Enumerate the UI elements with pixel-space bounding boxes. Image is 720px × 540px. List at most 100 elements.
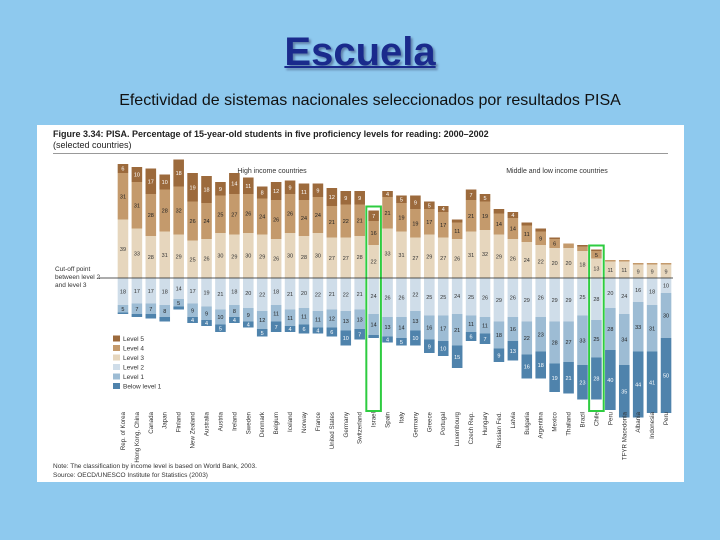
segment-l5-germany (340, 191, 352, 205)
bar-germany: 27 22 9 22 13 10 (340, 191, 352, 346)
x-label-indonesia: Indonesia (649, 411, 656, 438)
value-l4-austria: 25 (217, 212, 223, 218)
value-l3-spain: 33 (384, 251, 390, 257)
value-l1-peru: 30 (663, 314, 669, 320)
cutoff-label-line1: Cut-off point (55, 266, 90, 273)
x-label-switzerland: Switzerland (357, 411, 364, 444)
segment-l5-hungary (479, 194, 491, 202)
segment-l2-czech-rep (465, 278, 477, 316)
segment-l1-tfyr-macedonia (618, 314, 630, 365)
segment-l2-belgium (270, 278, 282, 305)
x-label-brazil: Brazil (579, 412, 586, 427)
segment-l3-canada (145, 236, 157, 278)
segment-l4-argentina (535, 231, 547, 245)
segment-l2-mexico (549, 278, 560, 322)
legend-swatch-level-3 (113, 354, 120, 361)
value-l5-italy: 5 (400, 197, 403, 203)
segment-b1-greece (424, 339, 435, 353)
segment-l4-luxembourg (451, 222, 463, 239)
segment-l5-greece (424, 201, 435, 209)
value-l4-rep-of-korea: 31 (120, 194, 126, 200)
value-b1-thailand: 21 (566, 376, 572, 382)
value-l4-france: 24 (315, 213, 321, 219)
segment-l2-switzerland (354, 278, 365, 310)
bar-rep-of-korea: 39 31 6 18 5 (117, 164, 129, 314)
value-l1-mexico: 28 (552, 341, 558, 347)
bar-czech-rep: 31 21 7 25 11 6 (465, 189, 477, 341)
value-b1-russian-fed: 9 (497, 353, 500, 359)
value-l1-czech-rep: 11 (468, 322, 474, 328)
segment-l1-ireland (229, 305, 240, 317)
segment-l3-belgium (270, 239, 282, 278)
value-b1-united-states: 6 (330, 330, 333, 336)
value-l2-greece: 25 (426, 295, 432, 301)
segment-l2-russian-fed (493, 278, 505, 322)
value-l1-iceland: 11 (287, 316, 293, 322)
segment-l5-italy (396, 195, 407, 203)
segment-l5-israel (368, 210, 379, 221)
bar-ireland: 29 27 14 18 8 4 (229, 173, 240, 324)
segment-l1-portugal (437, 315, 449, 341)
value-l5-canada: 17 (148, 179, 154, 185)
segment-l2-chile (591, 278, 602, 320)
segment-b1-portugal (437, 341, 449, 356)
bar-tfyr-macedonia: 11 24 34 35 (618, 260, 630, 418)
segment-l2-canada (145, 278, 157, 304)
legend-swatch-level-1 (113, 373, 120, 380)
x-label-germany: Germany (412, 411, 419, 437)
segment-l3-mexico (549, 248, 560, 278)
x-label-norway: Norway (301, 411, 308, 433)
value-b1-luxembourg: 15 (454, 355, 460, 361)
segment-l1-norway (298, 308, 310, 325)
value-l2-tfyr-macedonia: 24 (621, 294, 627, 300)
x-label-australia: Australia (204, 411, 211, 436)
value-l3-united-states: 27 (329, 256, 335, 262)
segment-l4-australia (201, 203, 212, 239)
segment-b1-italy (396, 338, 407, 346)
segment-b1-japan (159, 317, 171, 322)
segment-b1-czech-rep (465, 332, 477, 341)
value-l3-japan: 31 (162, 253, 168, 259)
bar-peru: 11 20 28 40 (605, 260, 616, 410)
value-l3-israel: 22 (371, 260, 377, 266)
value-l4-argentina: 9 (539, 236, 542, 242)
segment-l4-bulgaria (521, 225, 533, 242)
value-l5-portugal: 4 (442, 207, 445, 213)
bar-thailand: 20 29 27 21 (563, 243, 574, 394)
segment-b1-argentina (535, 351, 547, 379)
bar-argentina: 22 9 26 23 18 (535, 228, 547, 379)
value-l2-spain: 26 (384, 296, 390, 302)
segment-l1-czech-rep (465, 315, 477, 332)
value-l3-norway: 28 (301, 255, 307, 261)
x-label-france: France (315, 411, 322, 431)
segment-l2-italy (396, 278, 407, 317)
group-label-high: High income countries (237, 168, 307, 175)
x-label-finland: Finland (176, 411, 183, 432)
value-l1-portugal: 17 (440, 326, 446, 332)
segment-l1-peru (660, 293, 672, 338)
segment-b1-hungary (479, 333, 491, 344)
value-l5-belgium: 12 (273, 189, 279, 195)
segment-l4-united-states (326, 206, 338, 238)
segment-l4-belgium (270, 200, 282, 239)
bar-luxembourg: 26 11 24 21 15 (451, 219, 463, 368)
value-l2-ireland: 18 (231, 290, 237, 296)
segment-l3-greece (424, 234, 435, 278)
bar-mexico: 20 6 29 28 19 (549, 237, 560, 392)
segment-l3-peru (660, 264, 672, 278)
value-l1-italy: 14 (398, 326, 404, 332)
value-l4-israel: 16 (371, 231, 377, 237)
segment-l3-germany (340, 237, 352, 278)
segment-l3-norway (298, 236, 310, 278)
value-l3-portugal: 27 (440, 256, 446, 262)
value-l5-germany: 9 (344, 196, 347, 202)
value-l1-belgium: 11 (273, 311, 279, 317)
value-l2-hong-kong-china: 17 (134, 289, 140, 295)
segment-l5-chile (591, 249, 602, 251)
segment-b1-rep-of-korea (117, 312, 129, 314)
figure-source: Source: OECD/UNESCO Institute for Statis… (53, 472, 208, 479)
value-l1-austria: 10 (217, 315, 223, 321)
bar-albania: 9 16 33 44 (632, 263, 644, 418)
segment-l1-peru (605, 308, 616, 350)
value-l3-rep-of-korea: 39 (120, 247, 126, 253)
